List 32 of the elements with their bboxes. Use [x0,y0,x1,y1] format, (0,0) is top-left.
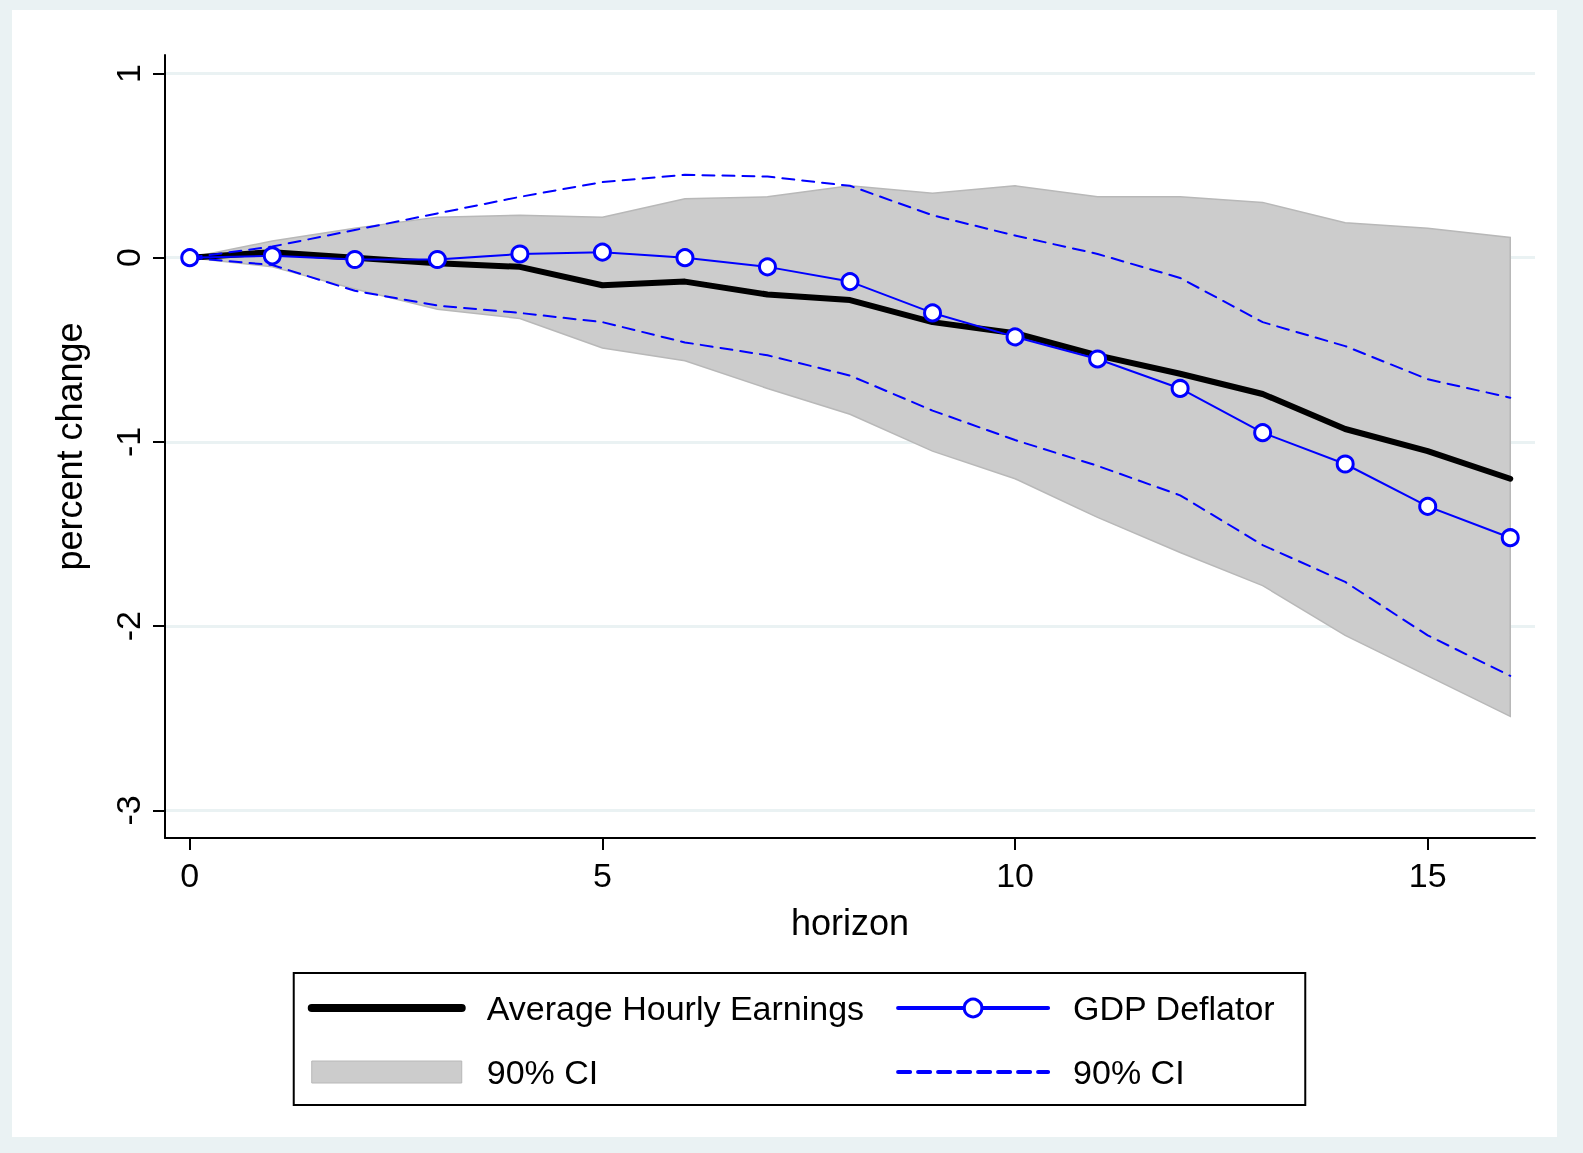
x-tick-label: 0 [180,856,200,894]
x-axis-title: horizon [790,901,910,943]
y-tick-label: -2 [109,611,147,642]
legend-label: 90% CI [1073,1053,1185,1091]
x-tick-label: 5 [592,856,612,894]
point [180,248,200,268]
y-axis-title: percent change [48,322,90,571]
point [510,244,530,264]
point [923,303,943,323]
point [675,248,695,268]
y-tick-label: -3 [109,795,147,826]
y-tick-label: 0 [109,248,147,268]
x-tick-label: 15 [1408,856,1447,894]
point [427,250,447,269]
legend-label: Average Hourly Earnings [486,989,865,1027]
point [757,257,777,277]
text: 90% CI [486,1053,599,1091]
point [262,246,282,266]
point [345,250,365,269]
point [1253,423,1273,443]
point [1418,496,1438,516]
y-tick-label: -1 [109,426,147,458]
point [1088,349,1108,369]
point [1500,528,1520,548]
point [1170,378,1190,398]
point [840,272,860,292]
x-tick-label: 10 [996,856,1034,894]
legend-label: GDP Deflator [1073,989,1275,1027]
y-tick-label: 1 [109,63,147,83]
point [592,242,612,262]
point [1005,327,1025,347]
point [1335,454,1355,474]
